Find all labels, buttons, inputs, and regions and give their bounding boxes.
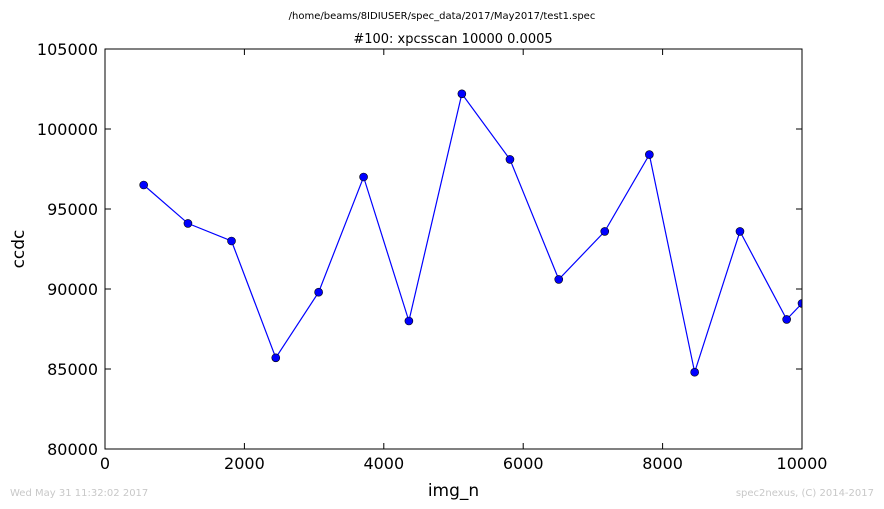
- footer-timestamp: Wed May 31 11:32:02 2017: [10, 488, 149, 499]
- data-point: [271, 353, 281, 363]
- figure-suptitle: /home/beams/8IDIUSER/spec_data/2017/May2…: [289, 11, 596, 22]
- x-tick-label: 6000: [503, 454, 544, 473]
- data-point: [782, 315, 791, 324]
- data-point: [797, 299, 802, 308]
- data-point: [554, 275, 564, 284]
- data-point: [457, 89, 467, 99]
- footer-credit: spec2nexus, (C) 2014-2017: [735, 488, 874, 499]
- plot-area-frame: [104, 48, 803, 450]
- data-point: [314, 287, 323, 297]
- y-tick-label: 80000: [47, 440, 98, 459]
- data-point: [359, 172, 368, 182]
- data-point: [645, 150, 654, 159]
- x-tick-label: 8000: [642, 454, 683, 473]
- data-point: [735, 227, 745, 236]
- x-tick-label: 10000: [777, 454, 828, 473]
- data-point: [404, 316, 414, 326]
- data-point: [600, 227, 610, 236]
- y-tick-label: 95000: [47, 200, 98, 219]
- y-axis-label: ccdc: [9, 230, 29, 269]
- series-line: [143, 92, 802, 375]
- data-point: [505, 155, 515, 164]
- data-point: [690, 367, 699, 377]
- x-tick-label: 2000: [224, 454, 265, 473]
- y-tick-label: 85000: [47, 360, 98, 379]
- y-tick-label: 105000: [37, 40, 98, 59]
- x-tick-label: 0: [100, 454, 110, 473]
- data-point: [139, 180, 148, 190]
- x-tick-label: 4000: [363, 454, 404, 473]
- data-point: [183, 219, 193, 228]
- x-axis-label: img_n: [428, 481, 479, 501]
- y-tick-label: 90000: [47, 280, 98, 299]
- y-tick-label: 100000: [37, 120, 98, 139]
- data-point: [227, 236, 236, 246]
- chart-title: #100: xpcsscan 10000 0.0005: [353, 32, 552, 47]
